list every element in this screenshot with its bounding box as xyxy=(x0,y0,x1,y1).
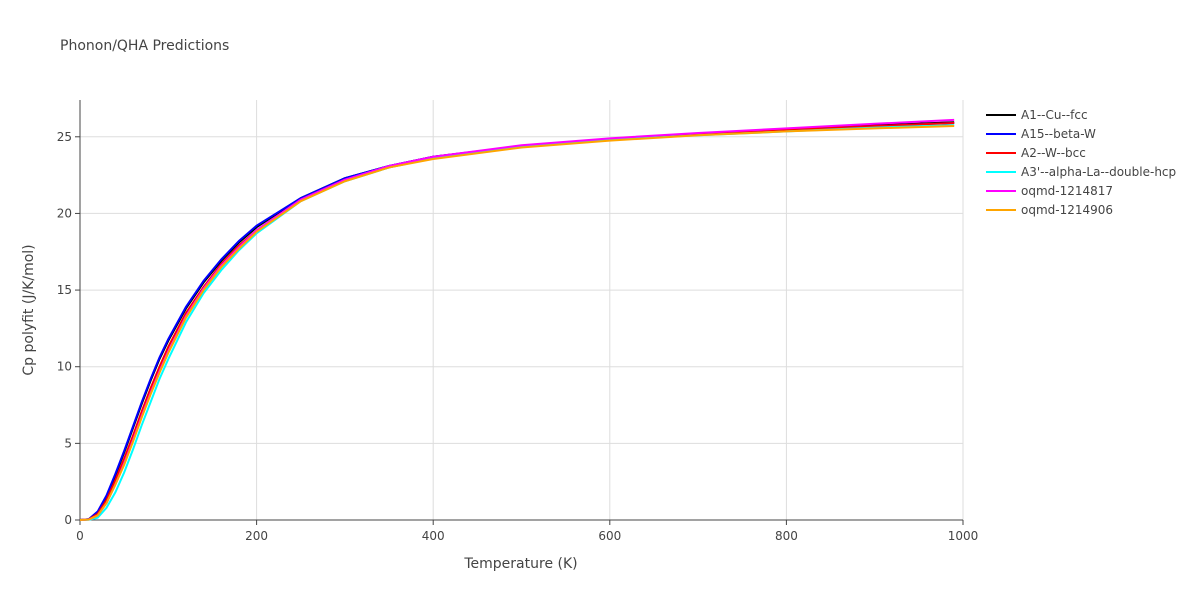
y-tick-label: 0 xyxy=(64,513,72,527)
x-axis-title: Temperature (K) xyxy=(463,556,577,572)
x-tick-label: 1000 xyxy=(948,529,979,543)
chart-title: Phonon/QHA Predictions xyxy=(60,38,229,54)
legend-label[interactable]: oqmd-1214817 xyxy=(1021,184,1113,198)
y-tick-label: 15 xyxy=(57,283,72,297)
series-line xyxy=(79,124,955,521)
legend-label[interactable]: A1--Cu--fcc xyxy=(1021,108,1088,122)
legend-label[interactable]: oqmd-1214906 xyxy=(1021,203,1113,217)
x-tick-label: 0 xyxy=(76,529,84,543)
legend-label[interactable]: A2--W--bcc xyxy=(1021,146,1086,160)
y-tick-label: 20 xyxy=(57,206,72,220)
series-line xyxy=(79,125,955,521)
x-tick-label: 200 xyxy=(245,529,268,543)
y-axis-title: Cp polyfit (J/K/mol) xyxy=(21,244,37,375)
y-tick-label: 5 xyxy=(64,436,72,450)
series-line xyxy=(79,121,955,521)
y-tick-label: 10 xyxy=(57,360,72,374)
x-tick-label: 400 xyxy=(422,529,445,543)
legend-label[interactable]: A3'--alpha-La--double-hcp xyxy=(1021,165,1176,179)
series-line xyxy=(79,121,955,521)
x-tick-label: 800 xyxy=(775,529,798,543)
legend-label[interactable]: A15--beta-W xyxy=(1021,127,1096,141)
series-line xyxy=(79,121,955,521)
x-tick-label: 600 xyxy=(598,529,621,543)
y-tick-label: 25 xyxy=(57,130,72,144)
series-line xyxy=(79,118,955,521)
